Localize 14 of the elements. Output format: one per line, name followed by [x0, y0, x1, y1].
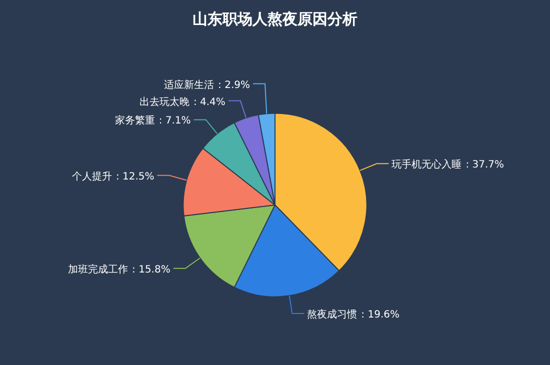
slice-label: 出去玩太晚 — [139, 96, 190, 108]
slice-label: 加班完成工作 — [68, 263, 128, 276]
slice-label: 玩手机无心入睡 — [392, 158, 462, 171]
data-label: : 2.9% — [218, 80, 250, 91]
data-label: : 19.6% — [361, 309, 400, 320]
chart-title: 山东职场人熬夜原因分析 — [192, 10, 358, 28]
data-label: : 15.8% — [132, 264, 170, 276]
slice-label: 熬夜成习惯 — [307, 308, 358, 320]
data-label: : 4.4% — [193, 96, 226, 108]
data-label: : 7.1% — [158, 116, 191, 127]
slice-label: 适应新生活 — [164, 78, 214, 91]
slice-label: 个人提升 — [72, 170, 112, 182]
data-label: : 12.5% — [116, 171, 154, 182]
data-label: : 37.7% — [466, 160, 504, 171]
